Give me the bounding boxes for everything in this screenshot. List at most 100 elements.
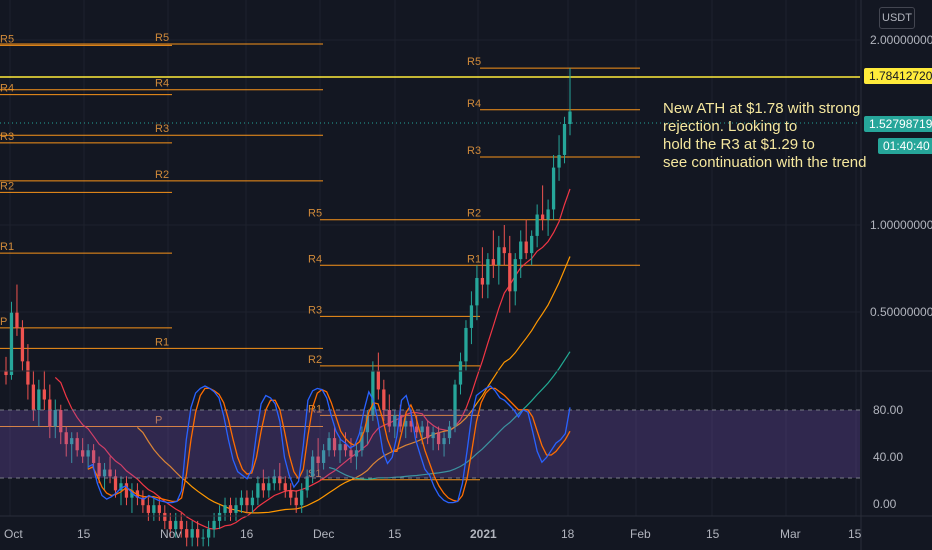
candle-body xyxy=(508,253,512,292)
time-tick: 15 xyxy=(77,527,91,541)
candle-body xyxy=(190,529,194,538)
ath-price-tag: 1.78412720 xyxy=(864,68,932,84)
candle-body xyxy=(278,476,282,484)
candle-body xyxy=(502,247,506,254)
pivot-label: R5 xyxy=(155,32,169,44)
candle-body xyxy=(201,537,205,539)
candle-body xyxy=(179,520,183,530)
time-tick: Mar xyxy=(780,527,801,541)
moving-average-line xyxy=(328,351,571,481)
pivot-label: R2 xyxy=(0,180,14,192)
price-axis[interactable]: 2.00000000 1.00000000 0.50000000 xyxy=(870,33,932,319)
candle-body xyxy=(64,432,68,445)
time-tick: 16 xyxy=(240,527,254,541)
time-tick: Dec xyxy=(313,527,334,541)
candle-body xyxy=(294,497,298,506)
pivot-label: R2 xyxy=(155,169,169,181)
candle-body xyxy=(354,450,359,457)
candle-body xyxy=(217,512,222,521)
candle-body xyxy=(75,438,79,451)
candle-body xyxy=(310,456,315,477)
candle-body xyxy=(398,415,402,427)
candle-body xyxy=(20,327,25,362)
candle-body xyxy=(404,420,408,427)
candle-body xyxy=(365,415,370,433)
moving-average-line xyxy=(54,188,571,530)
oscillator-axis[interactable]: 80.00 40.00 0.00 xyxy=(873,403,903,511)
candle-body xyxy=(81,450,85,457)
candle-body xyxy=(152,505,156,513)
candle-body xyxy=(26,361,30,385)
stoch-line xyxy=(87,385,571,504)
candle-body xyxy=(376,370,380,390)
candle-body xyxy=(551,167,556,210)
candle-body xyxy=(91,450,96,463)
pivot-label: R5 xyxy=(308,208,322,220)
candle-body xyxy=(316,456,320,463)
time-axis[interactable]: Oct 15 Nov 16 Dec 15 2021 18 Feb 15 Mar … xyxy=(4,527,862,541)
candle-body xyxy=(70,438,74,445)
candle-body xyxy=(442,438,446,445)
pivot-label: R3 xyxy=(0,131,14,143)
candle-body xyxy=(108,469,112,477)
candle-body xyxy=(86,450,90,457)
annotation-text[interactable]: New ATH at $1.78 with strong rejection. … xyxy=(663,100,873,172)
candle-body xyxy=(338,444,342,451)
currency-selector[interactable]: USDT xyxy=(879,7,915,29)
candlesticks[interactable] xyxy=(4,68,572,547)
pivot-label: R4 xyxy=(467,98,481,110)
last-price-tag: 1.52798719 xyxy=(864,116,932,132)
pivot-label: R5 xyxy=(0,33,14,45)
candle-body xyxy=(458,361,463,385)
candle-body xyxy=(524,241,528,254)
candle-body xyxy=(425,426,430,439)
candle-body xyxy=(212,520,216,530)
candle-body xyxy=(239,497,244,506)
time-tick: 15 xyxy=(706,527,720,541)
candle-body xyxy=(535,214,539,236)
pivot-label: R4 xyxy=(308,253,322,265)
price-tick: 2.00000000 xyxy=(870,33,932,47)
candle-body xyxy=(245,497,249,506)
candle-body xyxy=(283,483,287,491)
price-tick: 0.50000000 xyxy=(870,305,932,319)
candle-body xyxy=(349,450,353,457)
candle-body xyxy=(59,410,63,433)
pivot-label: P xyxy=(0,316,7,328)
candle-body xyxy=(146,505,151,513)
candle-body xyxy=(196,529,200,538)
candle-body xyxy=(272,476,276,484)
time-tick: 18 xyxy=(561,527,575,541)
candle-body xyxy=(327,438,331,451)
osc-tick: 80.00 xyxy=(873,403,903,417)
candle-body xyxy=(387,410,391,427)
candle-body xyxy=(102,469,107,477)
pivot-label: R1 xyxy=(467,253,481,265)
candle-body xyxy=(447,426,452,439)
candle-body xyxy=(382,389,386,410)
candle-body xyxy=(562,123,567,155)
candle-body xyxy=(261,483,266,491)
candle-body xyxy=(15,312,19,328)
pivot-label: R3 xyxy=(467,145,481,157)
candle-body xyxy=(305,476,309,491)
candle-body xyxy=(223,505,227,513)
candle-body xyxy=(53,410,57,427)
candle-body xyxy=(9,312,14,376)
candle-body xyxy=(436,432,441,445)
pivot-label: R3 xyxy=(308,304,322,316)
oscillator-band xyxy=(0,410,860,478)
candle-body xyxy=(568,111,572,124)
candle-body xyxy=(321,450,326,463)
osc-tick: 40.00 xyxy=(873,450,903,464)
candle-body xyxy=(491,259,495,266)
candle-body xyxy=(37,389,41,410)
bar-countdown: 01:40:40 xyxy=(878,138,932,154)
candle-body xyxy=(124,483,129,498)
pivot-label: R5 xyxy=(467,56,481,68)
candle-body xyxy=(360,432,364,451)
candle-body xyxy=(497,247,501,266)
candle-body xyxy=(343,444,348,451)
candle-body xyxy=(168,520,172,530)
